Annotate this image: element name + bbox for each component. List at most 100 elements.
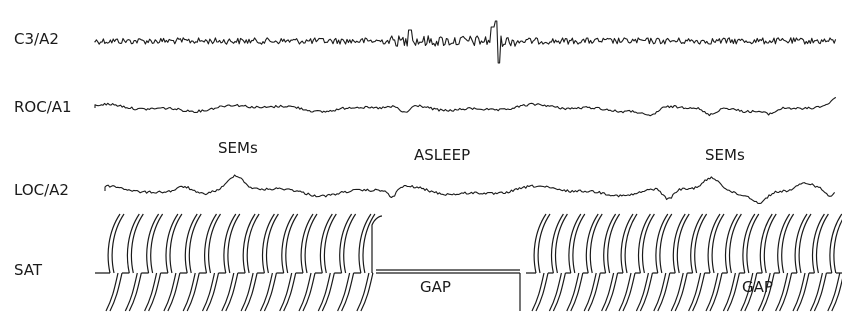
sat-lower-arc-inner-left-10	[302, 272, 316, 312]
sat-lower-arc-inner-right-15	[796, 272, 810, 312]
sat-lower-arc-inner-right-5	[622, 272, 636, 312]
sat-upper-arc-inner-left-6	[227, 213, 241, 274]
sat-lower-arc-right-6	[635, 272, 649, 312]
annotation-gap-center: GAP	[420, 278, 451, 296]
sat-upper-arc-right-12	[742, 213, 756, 274]
sat-lower-arc-right-10	[705, 272, 719, 312]
sat-lower-arc-inner-left-4	[186, 272, 200, 312]
sat-lower-arc-left-3	[163, 272, 177, 312]
sat-upper-arc-inner-left-0	[111, 213, 125, 274]
sat-upper-arc-inner-right-4	[607, 213, 621, 274]
annotation-gap-right: GAP	[742, 278, 773, 296]
channel-label-sat: SAT	[14, 261, 43, 279]
sat-upper-arc-right-13	[759, 213, 773, 274]
sat-lower-arc-right-14	[775, 272, 789, 312]
sat-lower-arc-right-3	[583, 272, 597, 312]
sat-upper-arc-inner-right-7	[659, 213, 673, 274]
sat-upper-arc-inner-right-8	[676, 213, 690, 274]
sat-upper-arc-inner-left-3	[169, 213, 183, 274]
sat-upper-arc-right-10	[707, 213, 721, 274]
sat-lower-arc-inner-left-11	[321, 272, 335, 312]
sat-upper-arc-inner-right-15	[798, 213, 812, 274]
sat-lower-arc-right-5	[618, 272, 632, 312]
sat-lower-arc-left-12	[337, 272, 351, 312]
sat-lower-arc-inner-right-0	[535, 272, 549, 312]
sat-lower-arc-inner-right-11	[726, 272, 740, 312]
sat-lower-arc-left-8	[259, 272, 273, 312]
sat-upper-arc-inner-right-10	[711, 213, 725, 274]
sat-upper-arc-right-3	[585, 213, 599, 274]
sat-lower-arc-left-9	[279, 272, 293, 312]
sat-lower-arc-inner-right-7	[657, 272, 671, 312]
sat-upper-arc-inner-right-12	[746, 213, 760, 274]
sat-lower-arc-inner-left-7	[244, 272, 258, 312]
channel-label-loc-a2: LOC/A2	[14, 181, 69, 199]
sat-upper-arc-left-9	[281, 213, 295, 274]
sat-upper-arc-right-16	[811, 213, 825, 274]
sat-gap-edge-left	[371, 215, 383, 273]
sat-upper-arc-inner-left-11	[323, 213, 337, 274]
sat-lower-arc-inner-left-1	[128, 272, 142, 312]
sat-lower-arc-inner-right-9	[692, 272, 706, 312]
annotation-sems-left: SEMs	[218, 139, 258, 157]
sat-upper-arc-left-5	[204, 213, 217, 274]
sat-lower-arc-left-2	[144, 272, 158, 312]
sat-upper-arc-inner-right-1	[554, 213, 568, 274]
sat-upper-arc-inner-right-3	[589, 213, 603, 274]
sat-upper-arc-left-6	[223, 213, 237, 274]
sat-lower-arc-left-1	[124, 272, 138, 312]
sat-lower-arc-inner-right-8	[674, 272, 688, 312]
sat-upper-arc-left-8	[261, 213, 275, 274]
sat-lower-arc-right-13	[757, 272, 771, 312]
sat-lower-arc-right-7	[653, 272, 667, 312]
sat-upper-arc-inner-right-9	[694, 213, 708, 274]
sat-lower-arc-inner-right-4	[605, 272, 619, 312]
sat-lower-arc-left-13	[356, 272, 370, 312]
sat-lower-arc-inner-left-12	[341, 272, 355, 312]
sat-upper-arc-left-13	[358, 213, 372, 274]
sat-upper-arc-inner-right-17	[833, 219, 842, 274]
sat-upper-arc-inner-left-9	[285, 213, 299, 274]
sat-lower-arc-left-7	[240, 272, 254, 312]
sat-lower-arc-right-11	[722, 272, 736, 312]
sat-lower-arc-inner-left-2	[148, 272, 162, 312]
sat-upper-arc-inner-right-13	[763, 213, 777, 274]
sat-lower-arc-right-17	[827, 272, 841, 312]
roc-a1-trace	[94, 96, 837, 117]
sat-lower-arc-left-11	[317, 272, 331, 312]
sat-upper-arc-inner-left-12	[343, 213, 357, 274]
sat-lower-arc-right-1	[548, 272, 562, 312]
sat-upper-arc-inner-left-4	[188, 213, 202, 274]
sat-upper-arc-left-4	[184, 213, 198, 274]
sat-lower-arc-inner-left-5	[205, 272, 220, 312]
sat-lower-arc-inner-left-8	[263, 272, 277, 312]
sat-upper-arc-right-6	[637, 213, 651, 274]
sat-upper-arc-right-17	[829, 213, 842, 274]
sat-lower-arc-inner-left-13	[360, 272, 374, 312]
sat-lower-arc-inner-right-16	[813, 272, 827, 312]
sat-upper-arc-right-14	[777, 213, 791, 274]
sat-upper-arc-right-0	[533, 213, 547, 274]
sat-upper-arc-left-12	[339, 213, 353, 274]
sat-lower-arc-left-0	[105, 272, 119, 312]
sat-lower-arc-left-5	[201, 272, 216, 312]
c3-a2-trace	[94, 20, 837, 64]
sat-upper-arc-inner-right-14	[781, 213, 795, 274]
sat-upper-arc-left-11	[319, 213, 333, 274]
sat-upper-arc-right-15	[794, 213, 808, 274]
sat-lower-arc-inner-right-12	[744, 272, 758, 312]
sat-lower-arc-left-10	[298, 272, 312, 312]
sat-lower-arc-right-9	[688, 272, 702, 312]
sat-upper-arc-right-7	[655, 213, 669, 274]
sat-upper-arc-inner-right-11	[728, 213, 742, 274]
sat-upper-arc-right-5	[620, 213, 634, 274]
sat-upper-arc-left-1	[126, 213, 140, 274]
sat-lower-arc-inner-right-13	[761, 272, 775, 312]
sat-upper-arc-right-2	[568, 213, 582, 274]
annotation-asleep: ASLEEP	[414, 146, 470, 164]
sat-upper-arc-left-3	[165, 213, 179, 274]
sat-upper-arc-right-11	[724, 213, 738, 274]
sat-upper-arc-inner-right-6	[641, 213, 655, 274]
sat-upper-arc-left-7	[242, 213, 256, 274]
